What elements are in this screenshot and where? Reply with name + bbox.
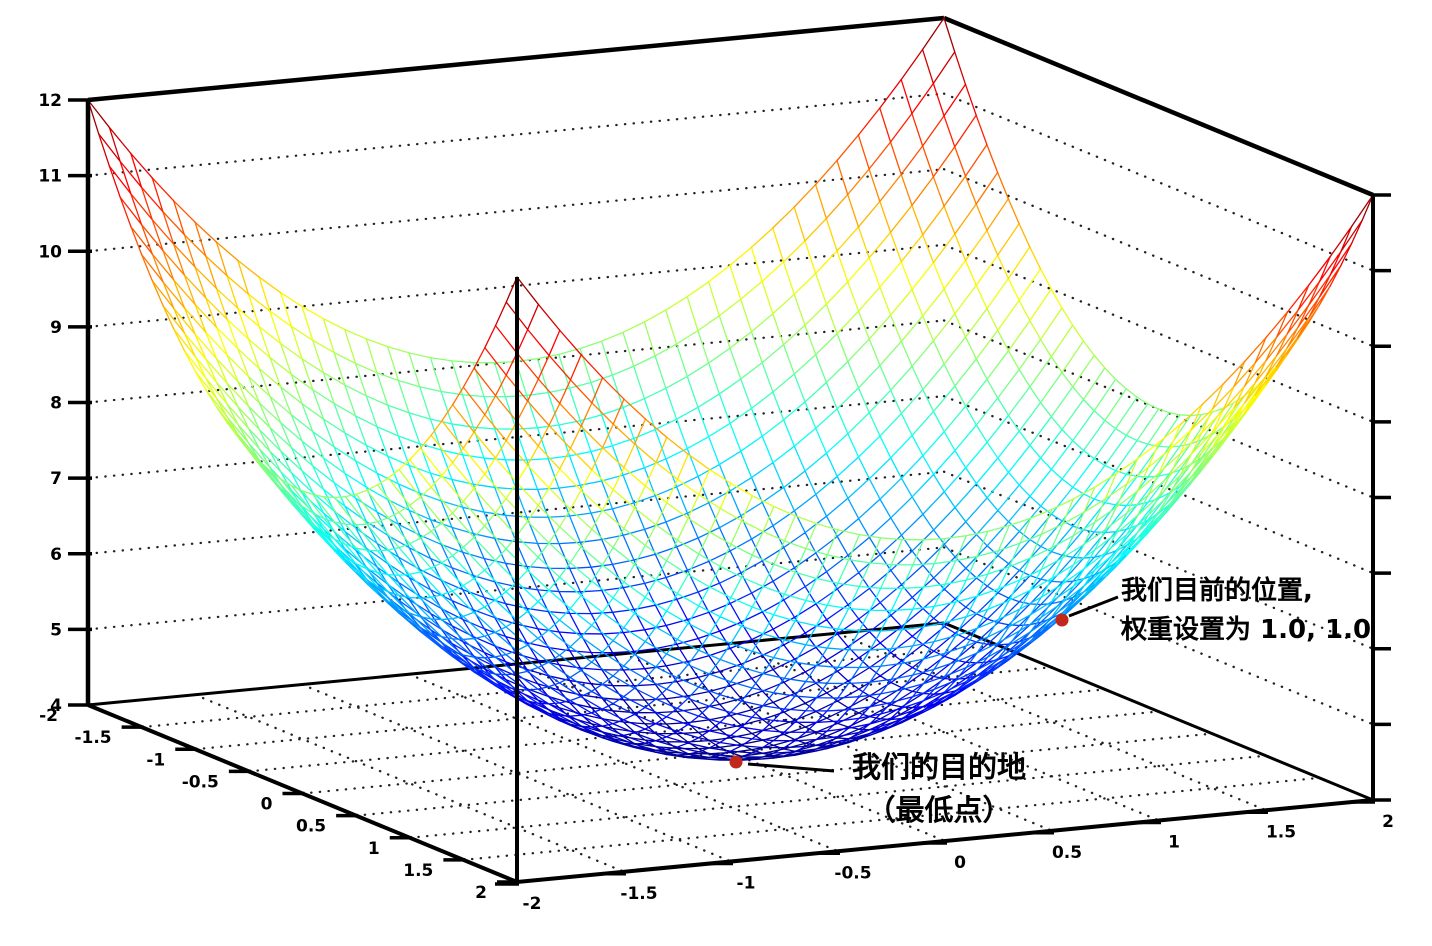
z-tick-label: 5 — [50, 620, 62, 640]
box-top-edges — [87, 15, 1374, 198]
mesh-lines — [205, 272, 1256, 519]
mesh-lines — [462, 598, 999, 726]
mesh-lines — [151, 168, 1310, 427]
mesh-lines — [258, 353, 1203, 573]
annotation-leader-line — [1068, 595, 1119, 618]
z-tick-label: 12 — [38, 91, 62, 111]
mesh-lines — [130, 112, 1331, 380]
mesh-lines — [194, 261, 1267, 510]
mesh-lines — [248, 340, 1213, 568]
mesh-lines — [569, 681, 892, 758]
x-tick-label: -2 — [523, 894, 542, 914]
wireframe-surface — [87, 17, 1374, 761]
annotation-text-line: （最低点） — [866, 793, 1012, 827]
x-tick-label: 1 — [1168, 833, 1180, 853]
z-tick-label: 4 — [50, 696, 62, 716]
mesh-lines — [419, 560, 1042, 707]
x-tick-label: 0 — [954, 853, 966, 873]
y-tick-label: 1.5 — [403, 861, 433, 881]
mesh-lines — [151, 183, 1310, 438]
y-tick-label: 2 — [475, 883, 487, 903]
mesh-lines — [290, 406, 1171, 610]
marker-dot-destination — [729, 755, 743, 769]
x-tick-label: 0.5 — [1052, 843, 1082, 863]
y-tick-label: 0.5 — [296, 817, 326, 837]
annotation-destination: 我们的目的地 （最低点） — [852, 746, 1026, 832]
z-tick-label: 7 — [50, 469, 62, 489]
z-tick-label: 11 — [38, 167, 62, 187]
mesh-lines — [87, 17, 1374, 306]
z-tick-label: 9 — [50, 318, 62, 338]
axis-ticks — [68, 98, 1391, 886]
z-tick-label: 10 — [38, 242, 62, 262]
tick-labels: 456789101112-2-1.5-1-0.500.511.52-2-1.5-… — [38, 91, 1394, 914]
mesh-lines — [108, 78, 1353, 356]
mesh-lines — [344, 475, 1117, 659]
x-tick-label: -1.5 — [620, 884, 657, 904]
dotted-gridlines — [86, 92, 1375, 873]
mesh-lines — [408, 550, 1053, 700]
y-tick-label: 1 — [368, 839, 380, 859]
mesh-lines — [183, 240, 1278, 491]
mesh-lines — [98, 48, 1363, 332]
z-tick-label: 6 — [50, 545, 62, 565]
mesh-lines — [151, 183, 1310, 449]
annotation-text-line: 我们目前的位置, — [1121, 576, 1313, 606]
mesh-lines — [108, 78, 1353, 357]
marker-dot-current-position — [1055, 613, 1069, 627]
annotation-leader-line — [747, 762, 835, 773]
mesh-lines — [301, 418, 1160, 618]
annotation-text-line: 权重设置为 1.0, 1.0 — [1121, 615, 1372, 645]
mesh-lines — [162, 200, 1299, 455]
x-tick-label: 1.5 — [1266, 822, 1296, 842]
mesh-lines — [280, 393, 1181, 602]
y-tick-label: -2 — [39, 706, 58, 726]
y-tick-label: 0 — [261, 795, 273, 815]
mesh-lines — [130, 134, 1331, 405]
mesh-lines — [140, 159, 1321, 425]
bottom-front-axes — [87, 703, 1374, 884]
mesh-lines — [451, 589, 1010, 718]
x-tick-label: -0.5 — [834, 863, 871, 883]
y-tick-label: -1.5 — [74, 728, 111, 748]
y-tick-label: -1 — [146, 750, 165, 770]
z-tick-label: 8 — [50, 394, 62, 414]
y-tick-label: -0.5 — [182, 772, 219, 792]
mesh-lines — [215, 293, 1246, 533]
x-tick-label: -1 — [737, 874, 756, 894]
x-tick-label: 2 — [1382, 812, 1394, 832]
mesh-lines — [173, 217, 1288, 471]
mesh-lines — [183, 246, 1278, 497]
annotation-current-position: 我们目前的位置, 权重设置为 1.0, 1.0 — [1121, 572, 1371, 650]
mesh-lines — [119, 107, 1342, 381]
mesh-lines — [205, 281, 1256, 522]
mesh-lines — [323, 445, 1138, 635]
annotation-text-line: 我们的目的地 — [851, 750, 1027, 784]
